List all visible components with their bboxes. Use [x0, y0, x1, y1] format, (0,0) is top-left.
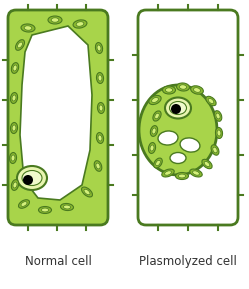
Ellipse shape	[217, 130, 221, 136]
Ellipse shape	[170, 101, 187, 114]
Ellipse shape	[139, 85, 217, 175]
Ellipse shape	[180, 138, 200, 152]
Ellipse shape	[61, 203, 73, 210]
Ellipse shape	[9, 153, 16, 164]
Ellipse shape	[21, 24, 35, 32]
Ellipse shape	[97, 103, 105, 114]
Ellipse shape	[149, 95, 161, 105]
Ellipse shape	[12, 125, 16, 131]
Ellipse shape	[18, 200, 29, 208]
Ellipse shape	[96, 73, 104, 84]
Ellipse shape	[213, 147, 217, 153]
Ellipse shape	[214, 111, 222, 121]
Ellipse shape	[81, 187, 92, 197]
Ellipse shape	[51, 18, 59, 22]
Ellipse shape	[165, 97, 191, 118]
Ellipse shape	[152, 97, 158, 103]
Ellipse shape	[192, 171, 199, 175]
Ellipse shape	[162, 169, 174, 177]
Ellipse shape	[98, 135, 102, 141]
Ellipse shape	[99, 105, 103, 111]
Text: Plasmolyzed cell: Plasmolyzed cell	[139, 255, 237, 268]
Ellipse shape	[13, 65, 17, 71]
Ellipse shape	[13, 182, 17, 188]
Ellipse shape	[22, 171, 42, 186]
Ellipse shape	[41, 208, 49, 212]
Ellipse shape	[48, 16, 62, 24]
Ellipse shape	[154, 158, 162, 168]
Ellipse shape	[24, 26, 32, 30]
Ellipse shape	[11, 179, 19, 190]
Ellipse shape	[17, 166, 47, 190]
Ellipse shape	[170, 153, 186, 164]
Ellipse shape	[206, 96, 216, 106]
Ellipse shape	[98, 75, 102, 81]
Ellipse shape	[211, 145, 219, 155]
Ellipse shape	[17, 42, 22, 48]
Ellipse shape	[176, 173, 188, 179]
Ellipse shape	[190, 169, 202, 177]
Ellipse shape	[12, 95, 16, 101]
Ellipse shape	[21, 202, 27, 206]
Ellipse shape	[177, 83, 189, 91]
FancyBboxPatch shape	[8, 10, 108, 225]
Ellipse shape	[156, 160, 160, 166]
Ellipse shape	[10, 92, 18, 103]
Ellipse shape	[155, 113, 159, 119]
Ellipse shape	[208, 99, 214, 103]
Ellipse shape	[11, 63, 19, 73]
Text: Normal cell: Normal cell	[25, 255, 91, 268]
Ellipse shape	[216, 113, 220, 119]
Ellipse shape	[165, 88, 173, 92]
Ellipse shape	[202, 159, 212, 169]
Ellipse shape	[76, 22, 84, 26]
Ellipse shape	[163, 86, 176, 94]
Ellipse shape	[95, 42, 103, 53]
FancyBboxPatch shape	[138, 10, 238, 225]
Ellipse shape	[153, 111, 161, 121]
Ellipse shape	[96, 163, 100, 169]
Ellipse shape	[152, 128, 156, 134]
Ellipse shape	[204, 162, 210, 166]
Ellipse shape	[158, 131, 178, 145]
Ellipse shape	[63, 205, 70, 209]
Ellipse shape	[39, 207, 52, 214]
Ellipse shape	[215, 127, 223, 138]
Ellipse shape	[73, 20, 87, 28]
Ellipse shape	[165, 171, 171, 175]
Ellipse shape	[11, 155, 15, 161]
Ellipse shape	[150, 126, 158, 136]
Ellipse shape	[94, 161, 102, 171]
Circle shape	[171, 104, 181, 114]
Ellipse shape	[193, 88, 200, 92]
Ellipse shape	[148, 142, 156, 153]
Ellipse shape	[179, 174, 186, 178]
Ellipse shape	[96, 133, 104, 143]
Ellipse shape	[150, 145, 154, 151]
Polygon shape	[20, 26, 92, 200]
Ellipse shape	[10, 123, 17, 134]
Ellipse shape	[191, 86, 203, 94]
Ellipse shape	[180, 85, 187, 89]
Ellipse shape	[15, 40, 24, 50]
Ellipse shape	[97, 45, 101, 51]
Ellipse shape	[84, 189, 90, 195]
Circle shape	[23, 175, 33, 185]
